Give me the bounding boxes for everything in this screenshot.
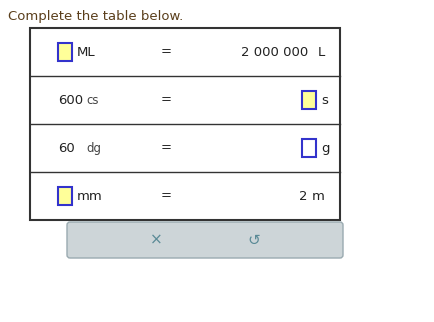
- Bar: [302, 139, 316, 157]
- Text: dg: dg: [86, 141, 101, 155]
- Text: 600: 600: [58, 93, 83, 107]
- Text: s: s: [321, 93, 328, 107]
- Text: L: L: [318, 45, 325, 59]
- Text: cs: cs: [86, 93, 99, 107]
- Text: ML: ML: [77, 45, 95, 59]
- Text: =: =: [161, 45, 172, 59]
- Text: Complete the table below.: Complete the table below.: [8, 10, 183, 23]
- Text: 60: 60: [58, 141, 75, 155]
- Text: mm: mm: [77, 190, 103, 203]
- Bar: [302, 91, 316, 109]
- Text: ×: ×: [150, 232, 163, 248]
- Text: 2 000 000: 2 000 000: [241, 45, 308, 59]
- Text: ↺: ↺: [247, 232, 260, 248]
- Text: =: =: [161, 190, 172, 203]
- FancyBboxPatch shape: [67, 222, 343, 258]
- Text: =: =: [161, 93, 172, 107]
- Text: 2: 2: [299, 190, 308, 203]
- Text: =: =: [161, 141, 172, 155]
- Text: g: g: [321, 141, 329, 155]
- Bar: [58, 43, 72, 61]
- Bar: [30, 28, 340, 220]
- Text: m: m: [312, 190, 325, 203]
- Bar: [58, 187, 72, 205]
